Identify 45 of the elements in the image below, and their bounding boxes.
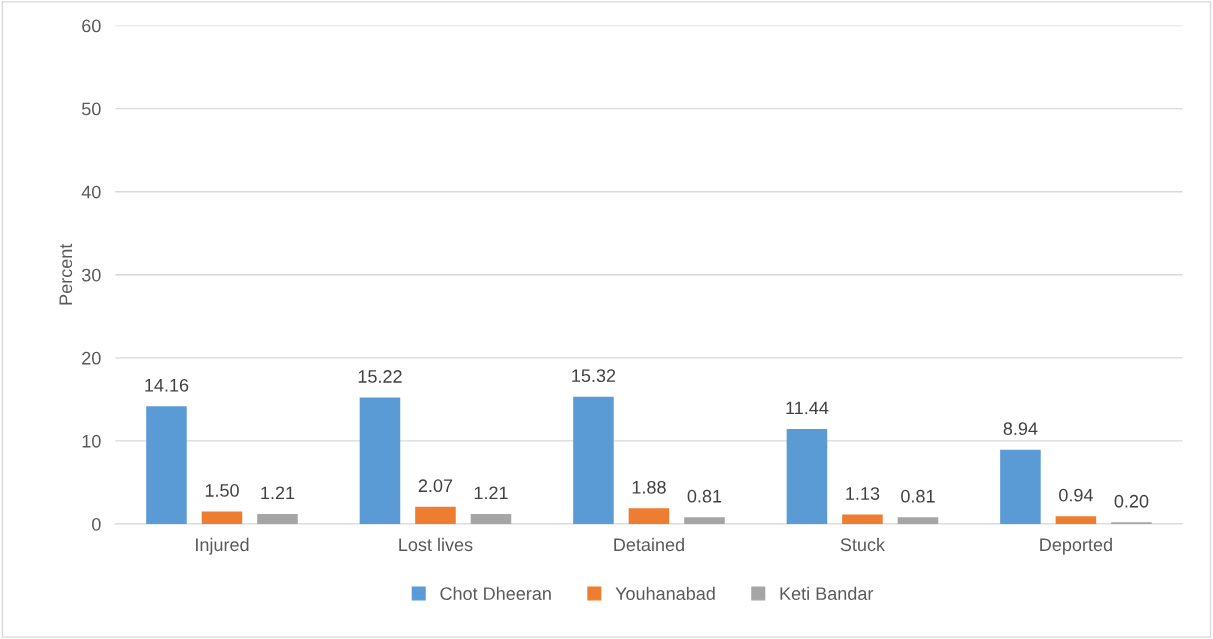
bar [415,506,456,524]
data-label: 1.13 [846,487,880,500]
y-tick-label: 0 [92,517,101,531]
data-label: 14.16 [145,378,189,392]
y-axis-title: Percent [59,243,73,305]
bar [897,517,939,524]
bar [684,517,725,524]
bar [359,397,401,524]
data-label: 2.07 [418,479,453,493]
legend-label: Keti Bandar [780,586,874,601]
data-label: 11.44 [786,401,829,415]
data-label: 0.81 [901,489,935,503]
bar [1000,449,1041,524]
data-label: 0.94 [1059,488,1093,502]
bar [1055,516,1097,524]
data-label: 0.20 [1114,494,1149,508]
bar [146,406,187,524]
y-tick-label: 10 [82,434,101,448]
data-label: 0.81 [687,489,722,503]
x-tick-label: Lost lives [399,537,473,552]
y-tick-label: 30 [81,268,101,282]
bar [201,511,243,524]
bar [628,508,670,524]
y-tick-label: 60 [82,19,101,33]
x-tick-label: Deported [1040,537,1112,555]
data-label: 15.22 [358,370,402,383]
data-label: 15.32 [572,369,616,383]
data-label: 1.50 [205,484,239,497]
bar [257,513,298,524]
x-tick-label: Stuck [840,537,886,552]
x-tick-label: Detained [614,537,684,552]
y-tick-label: 40 [81,185,101,199]
data-label: 1.21 [474,486,508,500]
bar [842,514,883,524]
bar [786,428,828,524]
y-tick-label: 50 [81,102,101,116]
bar [470,513,512,524]
data-label: 8.94 [1003,422,1038,436]
legend-label: Youhanabad [615,586,715,601]
y-tick-label: 20 [82,351,101,365]
data-label: 1.21 [261,486,295,500]
bar [573,396,614,524]
x-tick-label: Injured [196,537,249,555]
data-label: 1.88 [632,480,666,494]
legend-label: Chot Dheeran [440,586,551,601]
